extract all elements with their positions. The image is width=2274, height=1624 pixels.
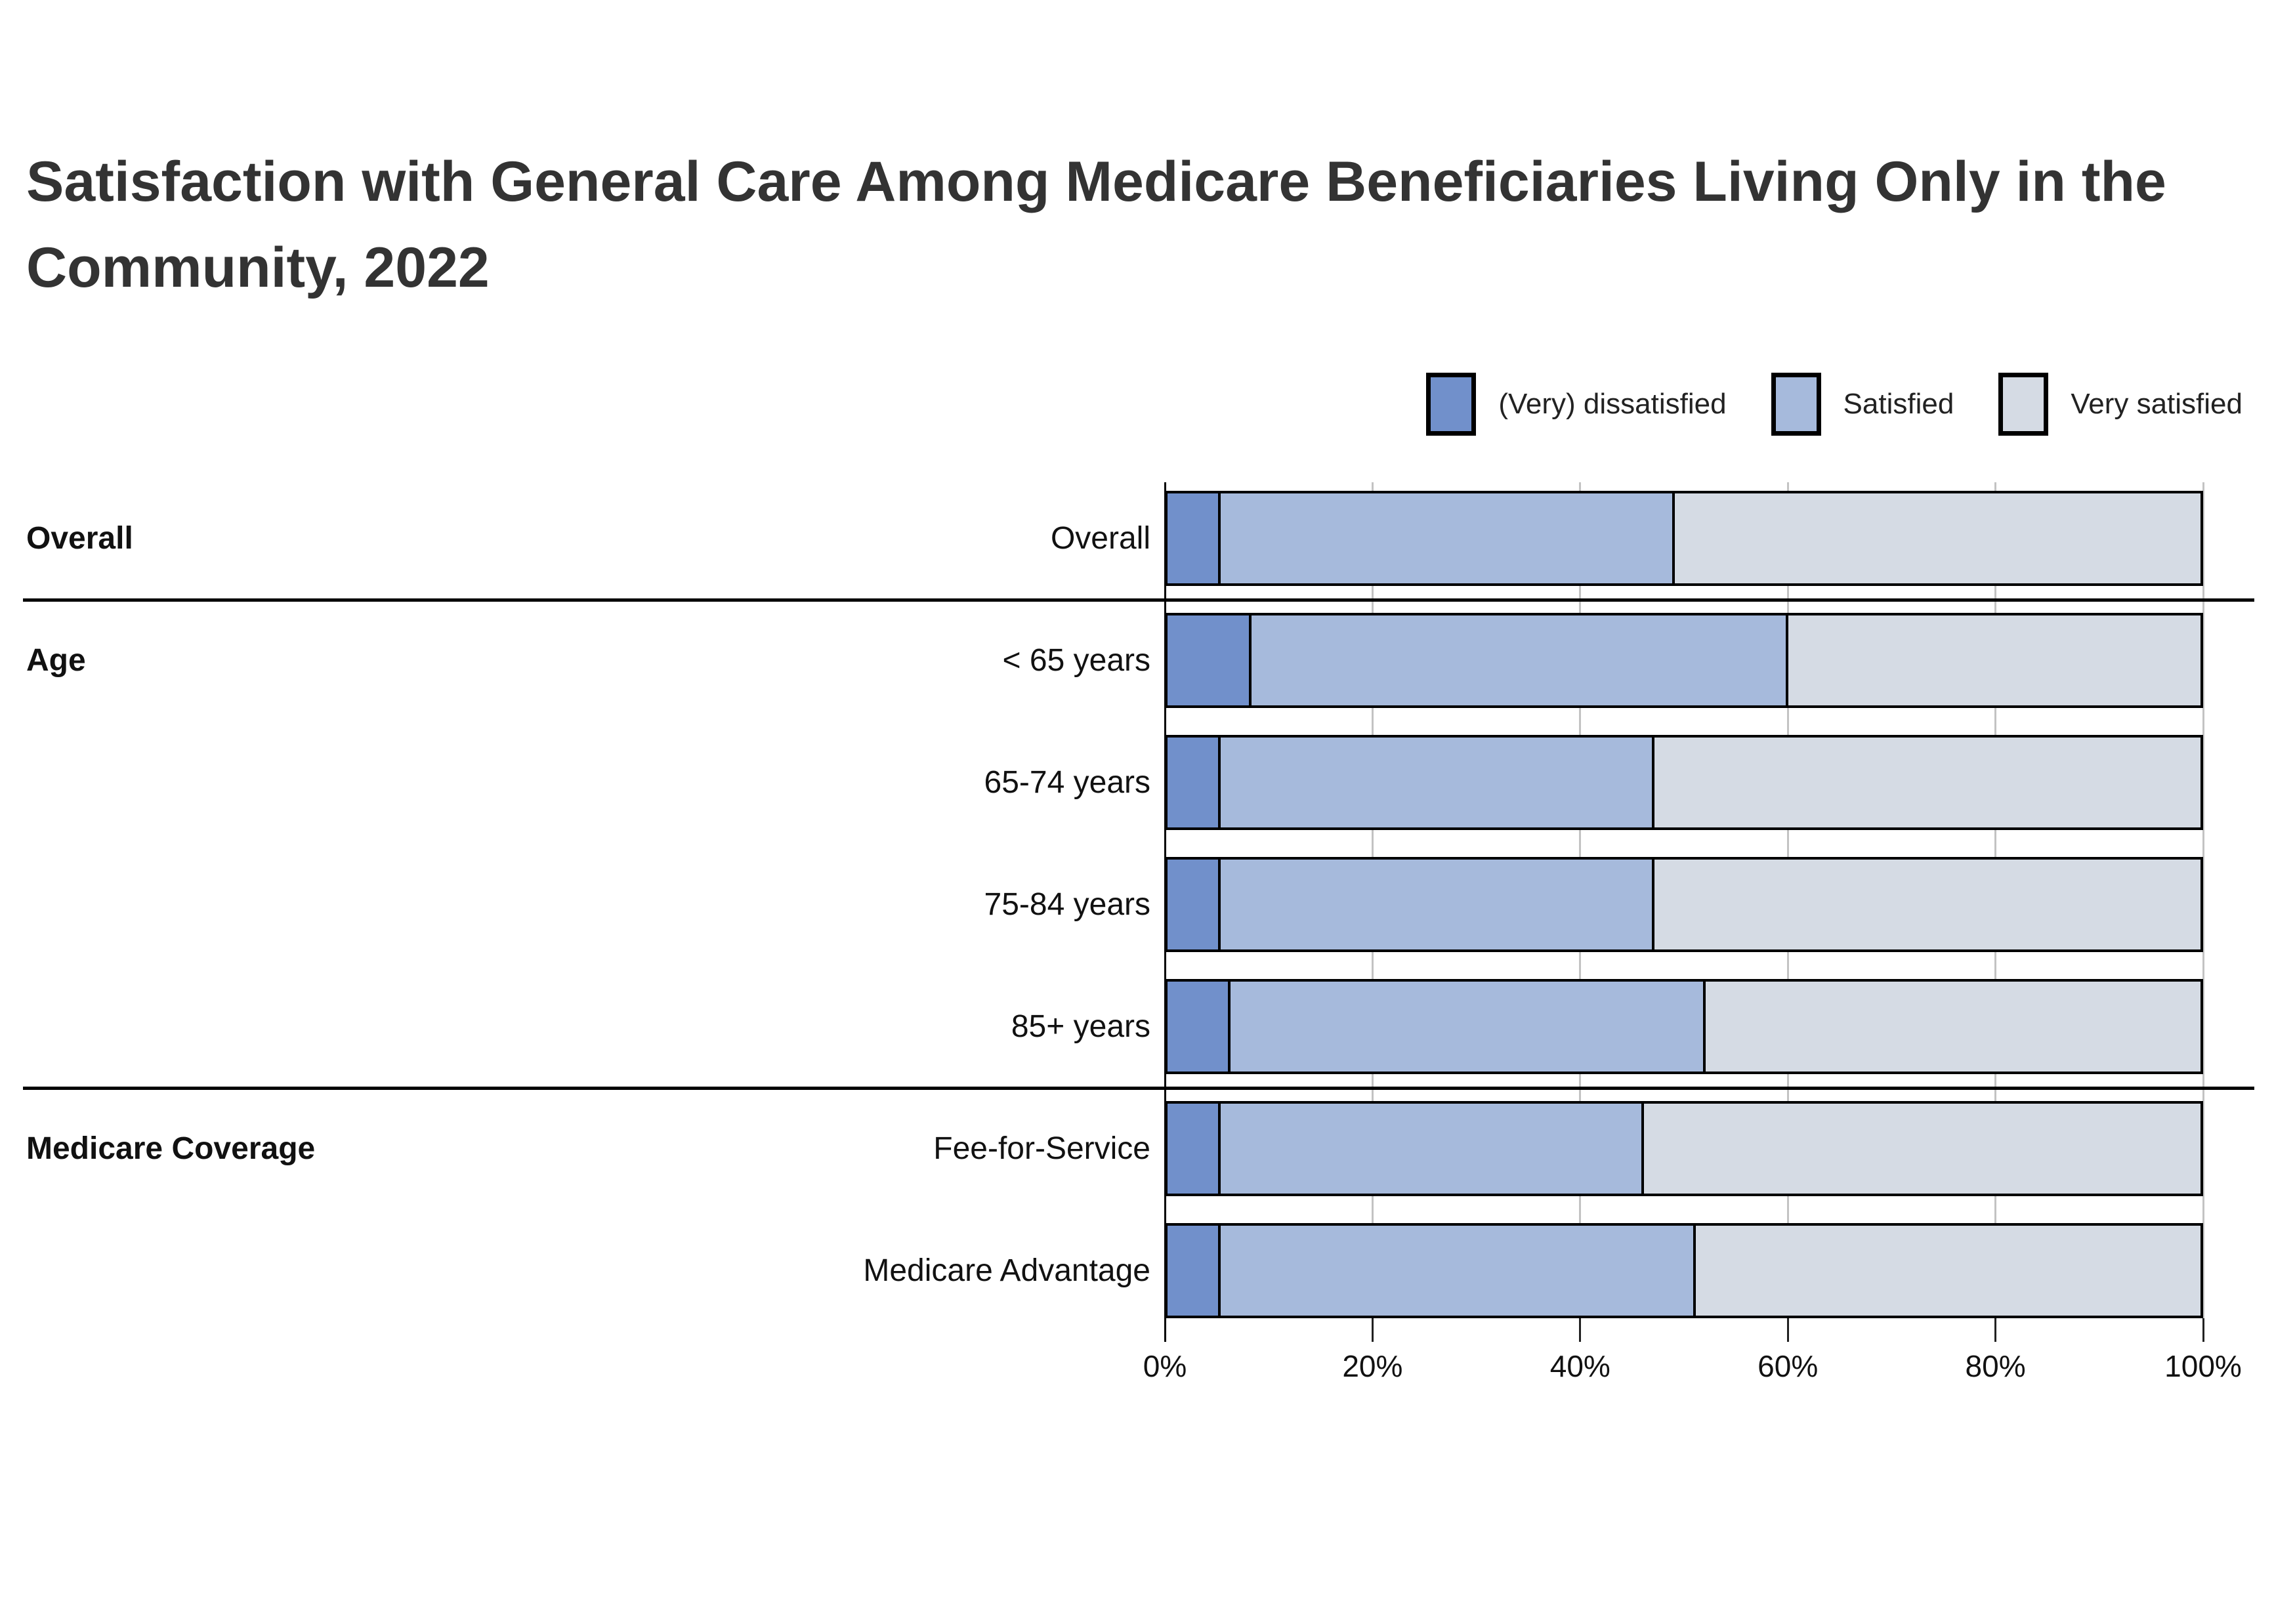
legend: (Very) dissatisfied Satisfied Very satis… <box>1426 373 2242 436</box>
bar-segment--very-dissatisfied <box>1168 615 1250 705</box>
row-label-4: 85+ years <box>1011 1009 1150 1044</box>
segment-boundary-0 <box>1228 982 1231 1072</box>
bar-row-5 <box>1165 1101 2203 1196</box>
axis-tick-label-60%: 60% <box>1758 1349 1819 1383</box>
segment-boundary-0 <box>1217 860 1221 949</box>
bar-segment-satisfied <box>1229 982 1705 1072</box>
gridline-100% <box>2202 482 2204 1318</box>
bar-segment-very-satisfied <box>1694 1226 2200 1316</box>
row-label-1: < 65 years <box>1002 643 1150 678</box>
axis-tick-80% <box>1994 1318 1997 1342</box>
segment-boundary-1 <box>1651 860 1654 949</box>
axis-tick-label-0%: 0% <box>1143 1349 1187 1383</box>
bar-segment-satisfied <box>1219 1226 1695 1316</box>
segment-boundary-1 <box>1703 982 1706 1072</box>
axis-tick-100% <box>2202 1318 2204 1342</box>
segment-boundary-0 <box>1217 1226 1221 1316</box>
bar-segment-very-satisfied <box>1787 615 2200 705</box>
bar-segment-very-satisfied <box>1653 860 2200 949</box>
segment-boundary-0 <box>1217 1104 1221 1194</box>
axis-tick-60% <box>1786 1318 1789 1342</box>
row-label-2: 65-74 years <box>984 765 1150 800</box>
axis-tick-label-80%: 80% <box>1965 1349 2026 1383</box>
segment-boundary-1 <box>1641 1104 1645 1194</box>
bar-segment--very-dissatisfied <box>1168 860 1219 949</box>
bar-row-6 <box>1165 1223 2203 1318</box>
section-divider-after-row-0 <box>23 598 2254 602</box>
bar-segment--very-dissatisfied <box>1168 738 1219 827</box>
bar-segment-satisfied <box>1219 493 1674 583</box>
legend-swatch-satisfied <box>1771 373 1821 436</box>
segment-boundary-1 <box>1672 493 1675 583</box>
segment-boundary-0 <box>1217 738 1221 827</box>
bar-segment-very-satisfied <box>1653 738 2200 827</box>
segment-boundary-0 <box>1217 493 1221 583</box>
segment-boundary-1 <box>1651 738 1654 827</box>
section-label-age: Age <box>26 643 86 678</box>
bar-segment--very-dissatisfied <box>1168 1226 1219 1316</box>
legend-item-very-satisfied: Very satisfied <box>1998 373 2242 436</box>
chart-title: Satisfaction with General Care Among Med… <box>26 150 2166 299</box>
bar-segment-very-satisfied <box>1674 493 2200 583</box>
segment-boundary-1 <box>1786 615 1789 705</box>
legend-item-dissatisfied: (Very) dissatisfied <box>1426 373 1727 436</box>
bar-row-4 <box>1165 979 2203 1074</box>
axis-tick-20% <box>1371 1318 1374 1342</box>
section-divider-after-row-4 <box>23 1086 2254 1090</box>
row-label-0: Overall <box>1050 521 1150 556</box>
legend-swatch-dissatisfied <box>1426 373 1477 436</box>
bar-segment-satisfied <box>1219 738 1653 827</box>
section-label-medicare-coverage: Medicare Coverage <box>26 1131 316 1166</box>
bar-segment-satisfied <box>1219 860 1653 949</box>
axis-tick-label-100%: 100% <box>2164 1349 2242 1383</box>
legend-swatch-very-satisfied <box>1998 373 2049 436</box>
bar-segment--very-dissatisfied <box>1168 982 1230 1072</box>
bar-row-0 <box>1165 491 2203 586</box>
segment-boundary-1 <box>1693 1226 1696 1316</box>
bar-segment-very-satisfied <box>1643 1104 2200 1194</box>
legend-label-dissatisfied: (Very) dissatisfied <box>1498 388 1727 420</box>
row-label-3: 75-84 years <box>984 887 1150 922</box>
bar-segment-satisfied <box>1219 1104 1643 1194</box>
segment-boundary-0 <box>1248 615 1252 705</box>
legend-label-satisfied: Satisfied <box>1843 388 1954 420</box>
bar-row-1 <box>1165 613 2203 708</box>
legend-label-very-satisfied: Very satisfied <box>2071 388 2242 420</box>
row-label-6: Medicare Advantage <box>863 1253 1150 1288</box>
row-label-5: Fee-for-Service <box>933 1131 1150 1166</box>
bar-row-3 <box>1165 857 2203 952</box>
section-label-overall: Overall <box>26 521 133 556</box>
bar-segment-satisfied <box>1250 615 1788 705</box>
bar-segment--very-dissatisfied <box>1168 493 1219 583</box>
bar-segment--very-dissatisfied <box>1168 1104 1219 1194</box>
axis-tick-label-20%: 20% <box>1342 1349 1403 1383</box>
axis-tick-label-40%: 40% <box>1549 1349 1611 1383</box>
bar-row-2 <box>1165 735 2203 830</box>
legend-item-satisfied: Satisfied <box>1771 373 1954 436</box>
axis-tick-40% <box>1579 1318 1582 1342</box>
bar-segment-very-satisfied <box>1704 982 2200 1072</box>
